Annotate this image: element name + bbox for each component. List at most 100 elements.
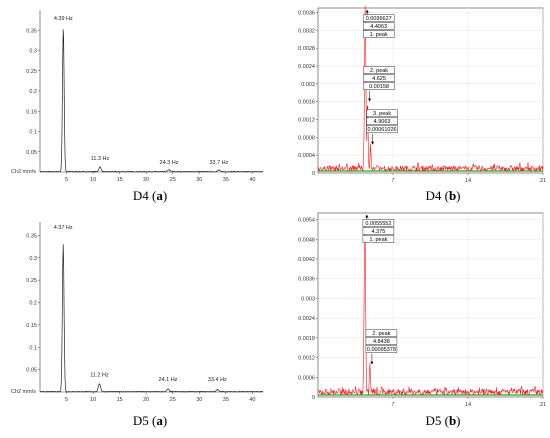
series-line: [317, 5, 544, 173]
y-tick-label: 0.0012: [298, 356, 315, 362]
x-tick-label: 15: [117, 177, 123, 183]
y-tick-label: 0.2: [29, 89, 37, 95]
y-tick-label: 0.3: [29, 256, 37, 262]
y-tick-label: 0.0028: [298, 46, 315, 52]
y-tick-label: 0.0004: [298, 153, 315, 159]
annotation-text: 4.625: [372, 76, 386, 82]
peak-label: 24.3 Hz: [160, 160, 179, 166]
annotation-box-row: [366, 109, 398, 118]
y-tick-label: 0.05: [26, 368, 37, 374]
x-tick-label: 7: [391, 178, 394, 184]
annotation-text: 4.375: [371, 229, 385, 235]
y-tick-label: 0: [312, 171, 315, 177]
x-tick-label: 5: [65, 397, 68, 403]
y-tick-label: 0.0036: [298, 10, 315, 16]
peak-label: 24.1 Hz: [158, 377, 177, 383]
y-tick-label: 0.0024: [298, 64, 315, 70]
series-line: [39, 244, 264, 393]
x-tick-label: 40: [249, 397, 255, 403]
y-tick-label: 0.0018: [298, 336, 315, 342]
x-tick-label: 30: [196, 177, 202, 183]
annotation-text: 0.0055552: [365, 221, 391, 227]
annotation-box-row: [362, 227, 395, 235]
annotation-text: 4.9063: [374, 119, 391, 125]
annotation-text: 1. peak: [369, 237, 387, 243]
annotation-box-row: [362, 30, 395, 38]
annotation-arrow: [365, 9, 369, 13]
x-tick-label: 25: [170, 177, 176, 183]
chart-d4b: 0.0004 0.0008 0.0012 0.0016 0.002 0.0024 0.002…: [298, 5, 546, 203]
annotation-box-row: [366, 125, 398, 134]
peak-label: 4.39 Hz: [54, 16, 73, 22]
annotation-box-row: [363, 74, 395, 82]
chart-d5a: 0.05 0.1 0.15 0.2 0.25 0.3 0.35 5 10 15 20 25 30 35 40…: [11, 222, 264, 428]
x-tick-label: 21: [540, 402, 546, 408]
annotation-arrow: [368, 98, 372, 102]
annotation-text: 2. peak: [370, 68, 388, 74]
annotation-text: 0.00158: [369, 84, 389, 90]
annotation-arrow: [370, 361, 374, 365]
plot-frame: [317, 7, 544, 174]
annotation-text: 3. peak: [373, 111, 391, 117]
x-tick-label: 10: [90, 397, 96, 403]
peak-label: 4.37 Hz: [54, 225, 73, 231]
annotation-arrow: [365, 214, 369, 218]
y-tick-label: 0.15: [26, 109, 37, 115]
y-tick-label: 0: [312, 395, 315, 401]
panel-caption: D4 (a): [133, 188, 167, 203]
peak-label: 33.4 Hz: [208, 377, 227, 383]
y-tick-label: 0.0042: [298, 257, 315, 263]
y-tick-label: 0.3: [29, 49, 37, 55]
series-line: [317, 220, 544, 397]
annotation-text: 0.0036627: [366, 16, 392, 22]
y-tick-label: 0.003: [301, 296, 315, 302]
x-tick-label: 30: [196, 397, 202, 403]
y-tick-label: 0.25: [26, 278, 37, 284]
y-tick-label: 0.0032: [298, 28, 315, 34]
panel-caption: D5 (b): [425, 413, 460, 428]
y-axis-label: Ch2 mm/s: [11, 389, 36, 395]
y-axis-label: Ch2 mm/s: [11, 169, 36, 175]
annotation-text: 0.00061026: [368, 127, 397, 133]
y-tick-label: 0.0054: [298, 218, 315, 224]
y-tick-label: 0.2: [29, 301, 37, 307]
series-line: [39, 29, 264, 173]
annotation-box-row: [362, 219, 395, 227]
y-tick-label: 0.15: [26, 323, 37, 329]
x-tick-label: 15: [117, 397, 123, 403]
annotation-box-row: [362, 14, 395, 22]
annotation-box-row: [362, 235, 395, 243]
peak-label: 11.3 Hz: [91, 156, 110, 162]
y-tick-label: 0.0006: [298, 375, 315, 381]
y-tick-label: 0.25: [26, 69, 37, 75]
annotation-box-row: [362, 22, 395, 30]
y-tick-label: 0.0024: [298, 316, 315, 322]
panel-caption: D4 (b): [425, 188, 460, 203]
x-tick-label: 40: [249, 177, 255, 183]
x-tick-label: 25: [170, 397, 176, 403]
annotation-box-row: [365, 329, 398, 337]
panel-caption: D5 (a): [133, 413, 167, 428]
y-tick-label: 0.1: [29, 345, 37, 351]
peak-label: 11.2 Hz: [90, 373, 109, 379]
y-tick-label: 0.0036: [298, 277, 315, 283]
annotation-text: 1. peak: [370, 32, 388, 38]
annotation-text: 4.4063: [370, 24, 387, 30]
chart-d5b: 0.0006 0.0012 0.0018 0.0024 0.003 0.0036 0.004…: [298, 212, 546, 428]
plot-frame: [317, 212, 544, 398]
y-tick-label: 0.0012: [298, 117, 315, 123]
y-tick-label: 0.05: [26, 150, 37, 156]
y-tick-label: 0.0016: [298, 100, 315, 106]
chart-d4a: 0.05 0.1 0.15 0.2 0.25 0.3 0.35 5 10 15 20 25 30 35 40…: [11, 10, 264, 203]
y-tick-label: 0.0008: [298, 135, 315, 141]
y-tick-label: 0.002: [301, 82, 315, 88]
annotation-text: 0.00095378: [367, 347, 396, 353]
annotation-box-row: [366, 117, 398, 126]
x-tick-label: 10: [90, 177, 96, 183]
annotation-text: 2. peak: [372, 331, 390, 337]
y-tick-label: 0.35: [26, 28, 37, 34]
annotation-box-row: [365, 345, 398, 353]
y-tick-label: 0.35: [26, 233, 37, 239]
x-tick-label: 20: [143, 177, 149, 183]
